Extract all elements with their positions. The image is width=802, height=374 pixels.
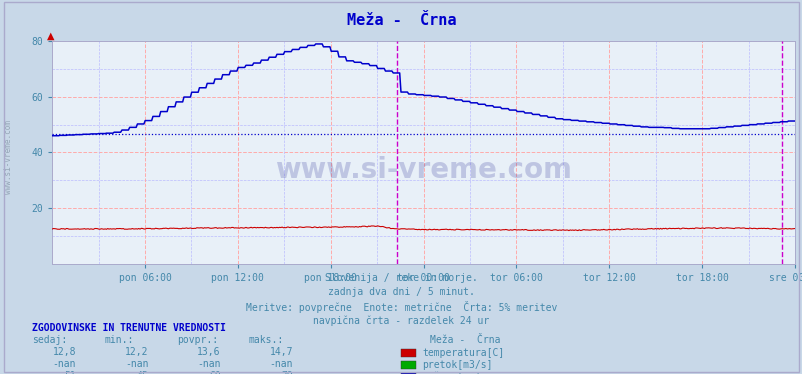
Text: min.:: min.:	[104, 335, 134, 345]
Text: 45: 45	[136, 371, 148, 374]
Text: 12,2: 12,2	[125, 347, 148, 357]
Text: 79: 79	[281, 371, 293, 374]
Text: sedaj:: sedaj:	[32, 335, 67, 345]
Text: navpična črta - razdelek 24 ur: navpična črta - razdelek 24 ur	[313, 316, 489, 326]
Text: www.si-vreme.com: www.si-vreme.com	[3, 120, 13, 194]
Text: www.si-vreme.com: www.si-vreme.com	[275, 156, 571, 184]
Text: maks.:: maks.:	[249, 335, 284, 345]
Text: Meritve: povprečne  Enote: metrične  Črta: 5% meritev: Meritve: povprečne Enote: metrične Črta:…	[245, 301, 557, 313]
Text: 14,7: 14,7	[269, 347, 293, 357]
Text: Slovenija / reke in morje.: Slovenija / reke in morje.	[325, 273, 477, 283]
Text: 60: 60	[209, 371, 221, 374]
Text: Meža -  Črna: Meža - Črna	[346, 13, 456, 28]
Text: ZGODOVINSKE IN TRENUTNE VREDNOSTI: ZGODOVINSKE IN TRENUTNE VREDNOSTI	[32, 323, 225, 333]
Text: -nan: -nan	[125, 359, 148, 369]
Text: višina[cm]: višina[cm]	[422, 372, 480, 374]
Text: 12,8: 12,8	[53, 347, 76, 357]
Text: 51: 51	[64, 371, 76, 374]
Text: povpr.:: povpr.:	[176, 335, 217, 345]
Text: Meža -  Črna: Meža - Črna	[429, 335, 500, 345]
Text: 13,6: 13,6	[197, 347, 221, 357]
Text: pretok[m3/s]: pretok[m3/s]	[422, 361, 492, 370]
Text: -nan: -nan	[53, 359, 76, 369]
Text: zadnja dva dni / 5 minut.: zadnja dva dni / 5 minut.	[328, 287, 474, 297]
Text: -nan: -nan	[269, 359, 293, 369]
Text: -nan: -nan	[197, 359, 221, 369]
Text: temperatura[C]: temperatura[C]	[422, 349, 504, 358]
Text: ▲: ▲	[47, 30, 55, 40]
